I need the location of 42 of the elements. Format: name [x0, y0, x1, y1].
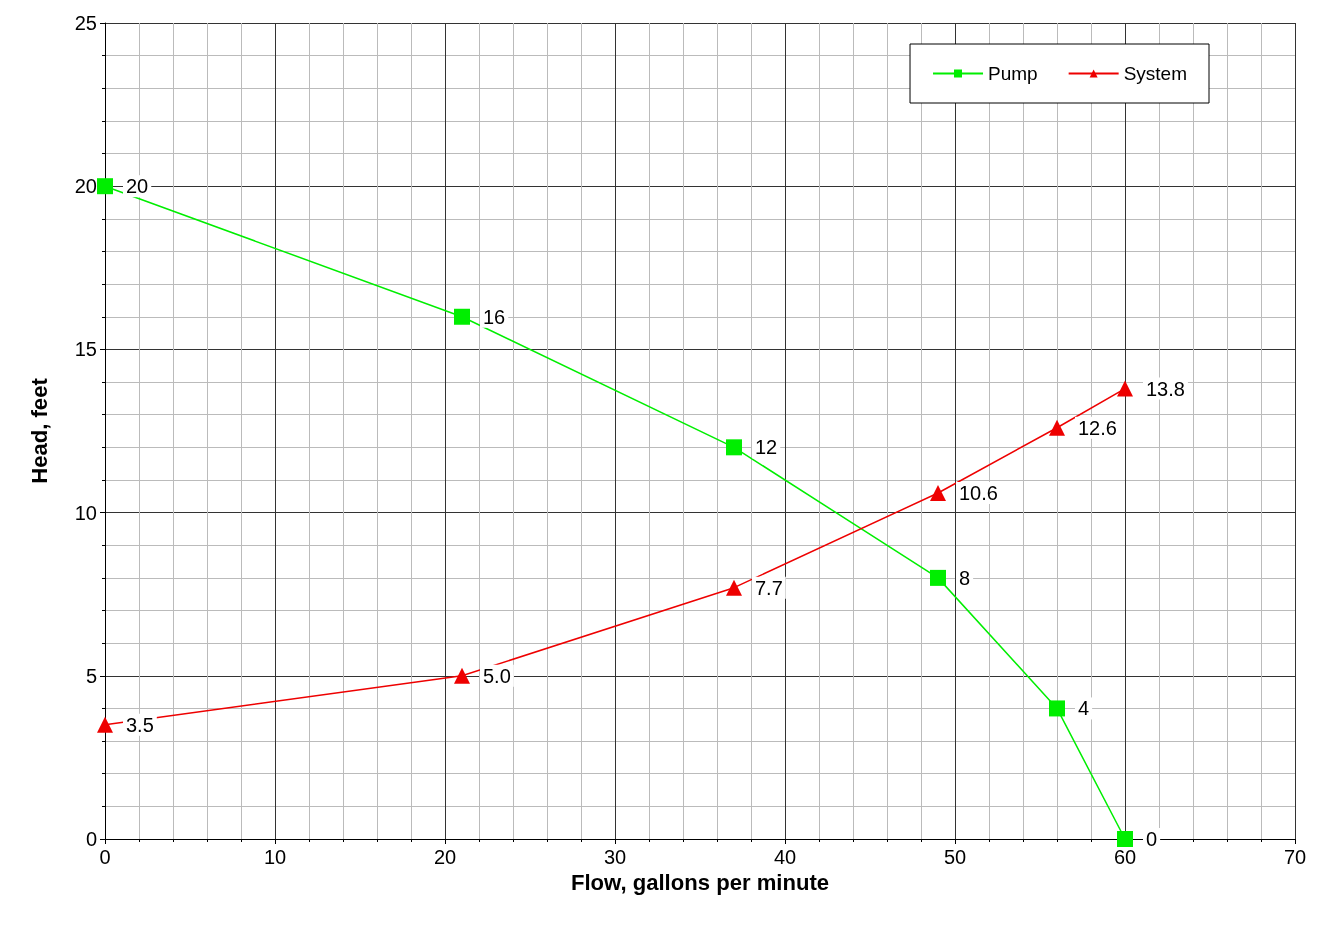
point	[1049, 419, 1065, 436]
x-axis-title: Flow, gallons per minute	[570, 870, 830, 896]
x-tick-label: 50	[943, 846, 967, 868]
data-label: 7.7	[755, 576, 783, 599]
point	[454, 667, 470, 684]
x-tick-label: 70	[1283, 846, 1307, 868]
x-tick-label: 40	[773, 846, 797, 868]
y-tick-label: 20	[74, 175, 97, 198]
data-label: 16	[483, 305, 506, 328]
point	[1117, 831, 1133, 847]
data-label: 12.6	[1078, 416, 1117, 439]
point	[726, 439, 742, 456]
point	[97, 716, 113, 733]
point	[726, 579, 742, 596]
y-tick-label: 0	[85, 828, 97, 850]
x-tick-label: 30	[603, 846, 627, 868]
y-tick-label: 25	[74, 12, 97, 34]
data-label: 10.6	[959, 482, 998, 505]
data-label: 5.0	[483, 664, 511, 687]
data-label: 12	[755, 436, 778, 459]
y-tick-label: 15	[74, 338, 97, 361]
data-label: 8	[959, 566, 971, 589]
x-tick-label: 0	[99, 846, 111, 868]
point	[454, 308, 470, 325]
y-tick-label: 5	[85, 664, 97, 687]
legend-label: Pump	[988, 63, 1038, 84]
data-label: 13.8	[1146, 377, 1185, 400]
data-label: 0	[1146, 828, 1158, 850]
point	[1049, 700, 1065, 717]
data-label: 20	[126, 175, 149, 198]
y-tick-label: 10	[74, 501, 97, 524]
legend-label: System	[1123, 63, 1188, 84]
y-axis-title: Head, feet	[26, 377, 52, 484]
data-label: 4	[1078, 697, 1090, 720]
point	[1117, 380, 1133, 397]
x-tick-label: 60	[1113, 846, 1137, 868]
data-label: 3.5	[126, 713, 154, 736]
x-tick-label: 10	[263, 846, 287, 868]
point	[97, 178, 113, 195]
point	[930, 569, 946, 586]
point	[930, 485, 946, 502]
x-tick-label: 20	[433, 846, 457, 868]
